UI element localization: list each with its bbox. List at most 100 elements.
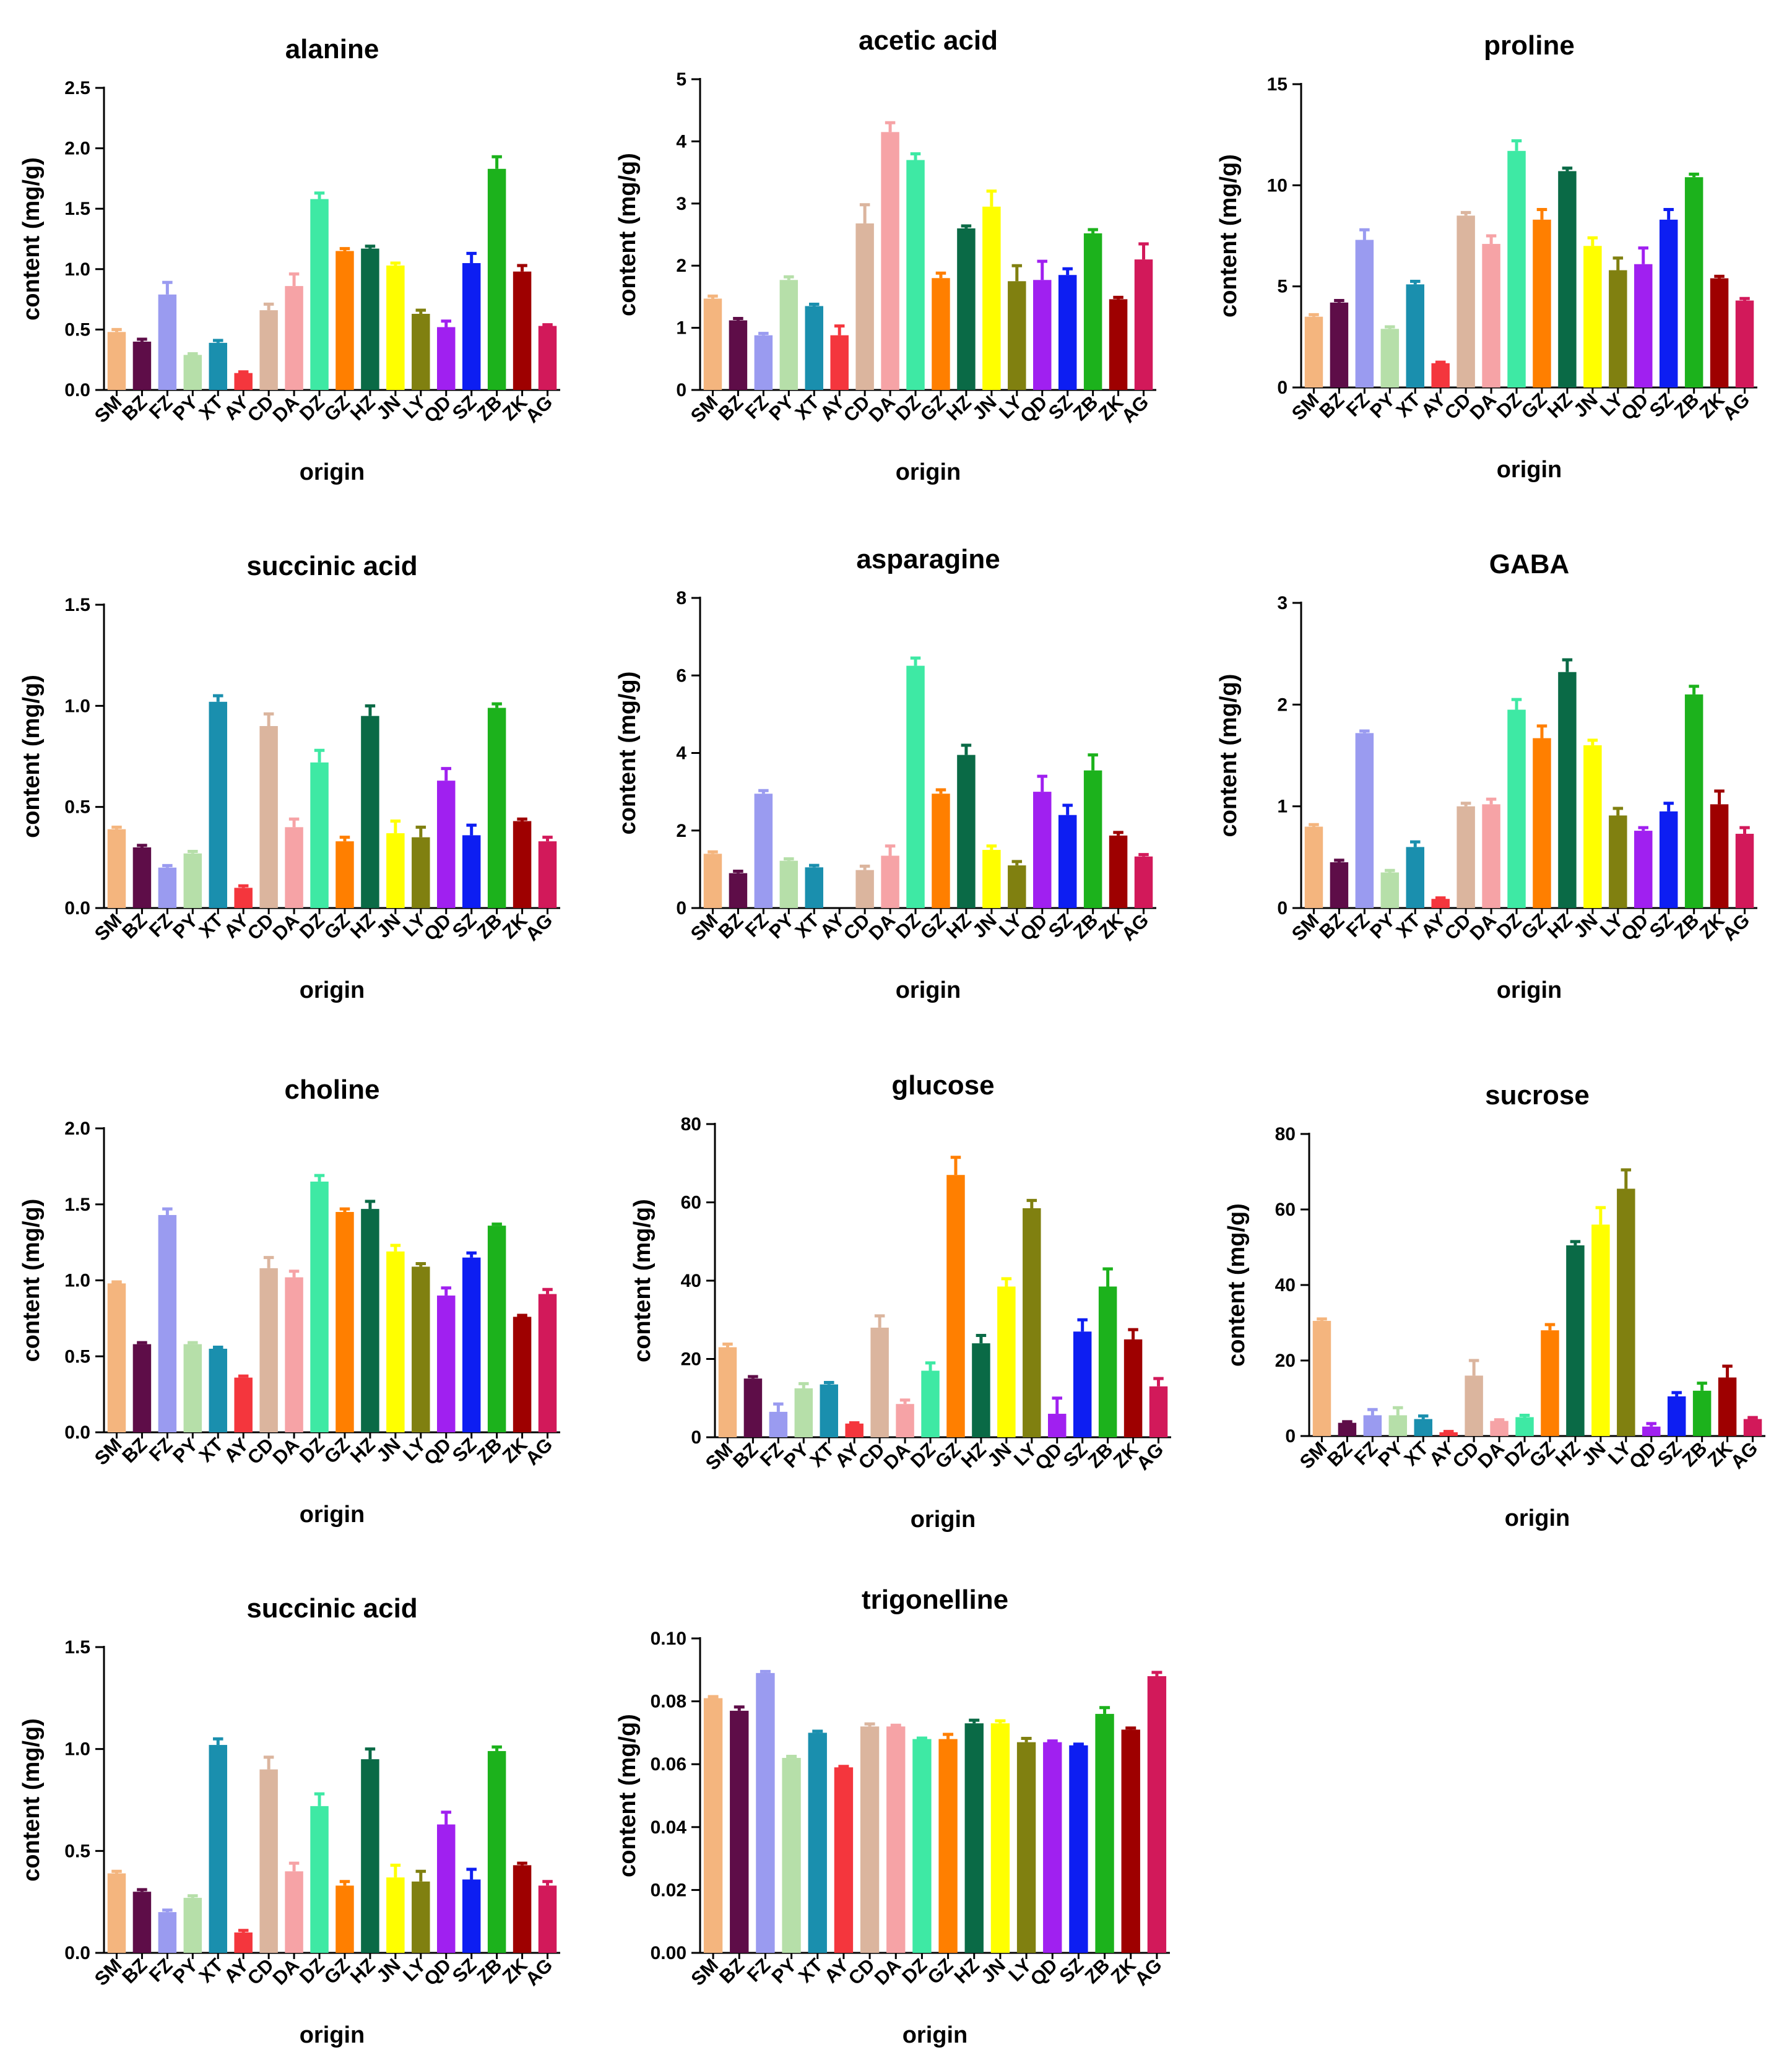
bar-sz [1667,1396,1686,1436]
bar-hz [1566,1245,1585,1436]
y-tick-label: 0.5 [64,1346,90,1367]
x-tick-label: AG [521,1954,557,1990]
bar-jn [386,1251,405,1432]
y-tick-label: 1.0 [64,259,90,280]
bar-ay [830,335,849,390]
y-tick-label: 8 [676,588,686,608]
bar-qd [437,1824,456,1953]
chart-title: succinic acid [246,551,417,581]
x-tick-label: AG [1718,389,1754,425]
bar-py [1380,329,1400,387]
bar-sz [1659,811,1678,908]
y-tick-label: 4 [676,743,686,764]
bar-bz [132,341,152,390]
bar-py [183,1898,202,1953]
bar-bz [729,320,748,390]
bar-sm [703,854,722,908]
y-tick-label: 2.5 [64,78,90,98]
bar-fz [158,1912,177,1953]
x-tick-label: AG [521,391,557,427]
y-tick-label: 0.04 [651,1817,687,1838]
bar-ag [538,1294,557,1432]
bar-zb [1692,1390,1712,1436]
y-tick-label: 2.0 [64,139,90,159]
y-tick-label: 0 [691,1427,701,1448]
bar-ag [1735,300,1754,387]
bar-ly [412,1881,430,1953]
x-tick-label: AG [1130,1954,1166,1990]
bar-bz [132,1892,152,1953]
bar-zb [1083,233,1102,390]
y-tick-label: 1.0 [64,1739,90,1760]
bar-gz [1533,219,1551,387]
bar-qd [1048,1414,1067,1437]
bar-py [779,860,799,908]
bar-gz [932,794,950,908]
y-tick-label: 0.5 [64,319,90,340]
bar-py [1388,1415,1408,1436]
bar-ay [234,1932,253,1953]
bar-xt [209,701,227,908]
bar-jn [982,206,1001,390]
y-axis-label: content (mg/g) [1216,674,1242,837]
bar-xt [1406,847,1424,908]
bar-dz [906,665,925,908]
x-axis-label: origin [1497,977,1562,1003]
y-tick-label: 5 [676,69,686,90]
bar-cd [259,726,278,908]
bar-da [881,132,899,390]
y-axis-label: content (mg/g) [19,1199,45,1362]
y-tick-label: 40 [1275,1275,1296,1296]
bar-jn [386,265,405,390]
y-tick-label: 0.00 [651,1943,686,1963]
bar-sm [1312,1320,1331,1436]
bar-ay [234,888,253,908]
bar-py [782,1758,801,1953]
bar-py [1380,872,1400,908]
bar-ay [1439,1432,1458,1436]
y-tick-label: 0.5 [64,1841,90,1861]
y-tick-label: 0.0 [64,1943,90,1963]
bar-ag [538,326,557,390]
y-tick-label: 80 [1275,1124,1296,1144]
bar-py [779,280,799,390]
x-tick-label: AG [521,909,557,945]
y-tick-label: 80 [681,1114,701,1135]
bar-qd [1642,1426,1661,1436]
y-tick-label: 0.02 [651,1880,686,1900]
bar-cd [1457,215,1475,387]
bar-ag [1147,1676,1167,1953]
y-tick-label: 0 [1277,378,1288,398]
bar-bz [730,1710,749,1953]
bar-sm [107,332,126,390]
bar-bz [132,847,152,908]
bar-hz [361,716,379,908]
bar-xt [209,342,227,390]
bar-zb [1095,1713,1114,1953]
x-axis-label: origin [896,459,961,485]
bar-cd [259,1769,278,1953]
chart-title: GABA [1489,549,1570,579]
bar-ag [1134,259,1153,390]
bar-da [1482,804,1500,908]
bar-gz [1541,1330,1559,1436]
y-tick-label: 3 [676,194,686,214]
bar-da [896,1404,914,1437]
bar-ag [1149,1386,1168,1437]
bar-cd [860,1726,880,1953]
bar-fz [756,1672,775,1953]
bar-hz [1558,672,1577,908]
bar-cd [855,223,874,390]
bar-jn [386,1877,405,1953]
bar-xt [805,867,823,908]
bar-gz [1533,738,1551,908]
bar-fz [158,867,177,908]
bar-xt [1406,284,1424,387]
bar-gz [938,1739,958,1953]
